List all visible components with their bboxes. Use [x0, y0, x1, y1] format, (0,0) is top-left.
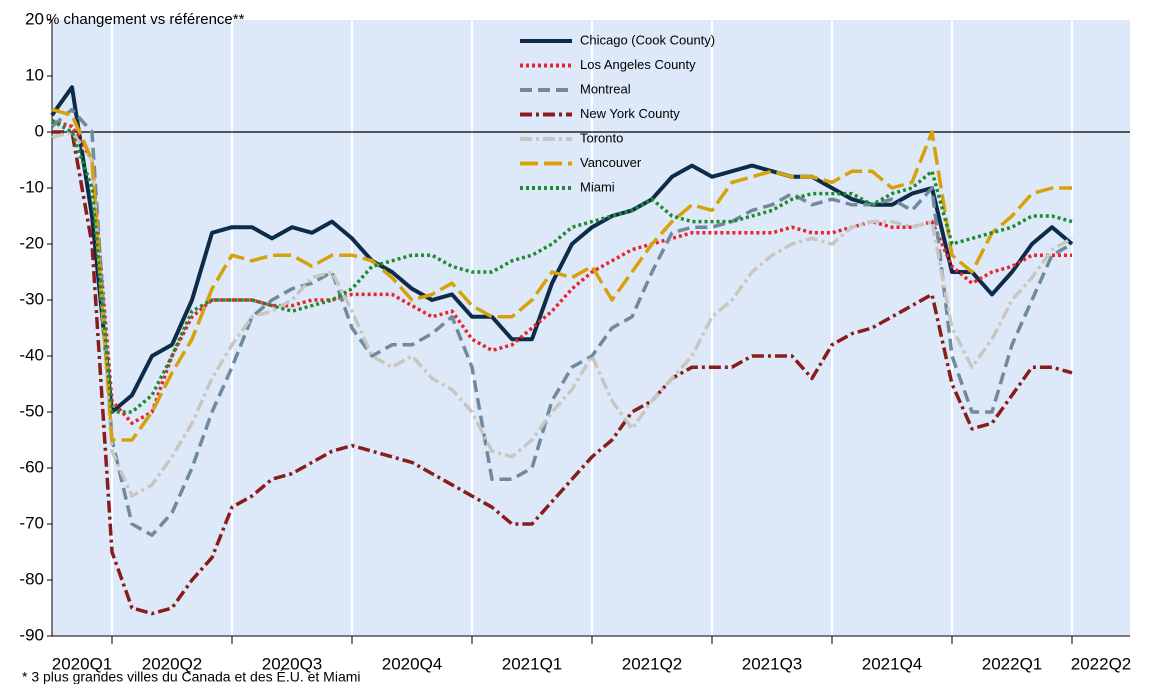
legend-label: Vancouver [580, 155, 642, 170]
series-line [50, 107, 1073, 537]
series-line [51, 107, 1072, 442]
x-tick-label: 2020Q1 [52, 654, 113, 673]
x-tick-label: 2022Q2 [1071, 654, 1132, 673]
footnote: * 3 plus grandes villes du Canada et des… [22, 669, 361, 684]
x-tick-label: 2022Q1 [982, 654, 1043, 673]
x-tick-label: 2020Q3 [262, 654, 323, 673]
series-line [52, 130, 1073, 616]
x-tick-label: 2020Q2 [142, 654, 203, 673]
legend-label: Chicago (Cook County) [580, 32, 715, 47]
y-tick-label: -40 [19, 345, 44, 364]
y-tick-label: -30 [19, 289, 44, 308]
y-tick-label: -80 [19, 569, 44, 588]
legend-label: Miami [580, 179, 615, 194]
y-tick-label: -50 [19, 401, 44, 420]
series-line [51, 119, 1072, 425]
y-tick-label: -60 [19, 457, 44, 476]
legend-label: Montreal [580, 81, 631, 96]
y-tick-label: 10 [25, 65, 44, 84]
x-tick-label: 2020Q4 [382, 654, 443, 673]
y-tick-label: -90 [19, 625, 44, 644]
series-line [50, 85, 1074, 414]
y-axis-label: % changement vs référence** [46, 11, 245, 28]
y-tick-label: -20 [19, 233, 44, 252]
x-tick-label: 2021Q2 [622, 654, 683, 673]
x-tick-label: 2021Q1 [502, 654, 563, 673]
y-tick-label: 0 [35, 121, 44, 140]
legend-label: Los Angeles County [580, 57, 696, 72]
y-tick-label: -70 [19, 513, 44, 532]
legend-label: New York County [580, 106, 680, 121]
y-tick-label: 20 [25, 9, 44, 28]
series-line [51, 130, 1073, 498]
x-tick-label: 2021Q3 [742, 654, 803, 673]
x-tick-label: 2021Q4 [862, 654, 923, 673]
y-tick-label: -10 [19, 177, 44, 196]
legend-label: Toronto [580, 130, 623, 145]
